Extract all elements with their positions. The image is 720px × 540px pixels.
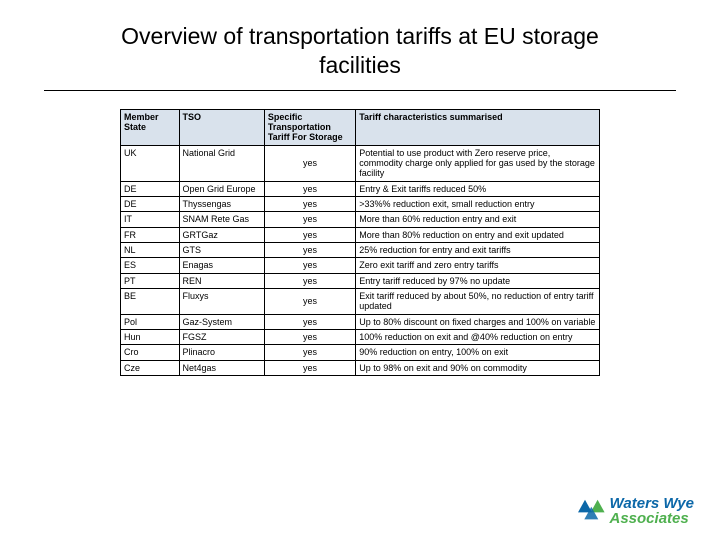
cell-state: BE [121, 288, 180, 314]
cell-state: Cro [121, 345, 180, 360]
cell-state: PT [121, 273, 180, 288]
table-row: DE Thyssengas yes >33%% reduction exit, … [121, 196, 600, 211]
cell-characteristics: Entry & Exit tariffs reduced 50% [356, 181, 600, 196]
cell-state: ES [121, 258, 180, 273]
cell-specific: yes [264, 345, 355, 360]
footer-logo: Waters Wye Associates [578, 496, 695, 526]
logo-text: Waters Wye Associates [610, 496, 695, 526]
cell-state: IT [121, 212, 180, 227]
cell-tso: REN [179, 273, 264, 288]
col-tso: TSO [179, 109, 264, 145]
cell-tso: National Grid [179, 145, 264, 181]
table-row: BE Fluxys yes Exit tariff reduced by abo… [121, 288, 600, 314]
logo-line-2: Associates [610, 511, 695, 526]
cell-specific: yes [264, 196, 355, 211]
tariff-table: Member State TSO Specific Transportation… [120, 109, 600, 377]
cell-characteristics: 90% reduction on entry, 100% on exit [356, 345, 600, 360]
cell-specific: yes [264, 330, 355, 345]
title-line-1: Overview of transportation tariffs at EU… [121, 23, 599, 49]
table-body: UK National Grid yes Potential to use pr… [121, 145, 600, 376]
cell-tso: FGSZ [179, 330, 264, 345]
cell-tso: GRTGaz [179, 227, 264, 242]
cell-characteristics: 25% reduction for entry and exit tariffs [356, 242, 600, 257]
cell-characteristics: Entry tariff reduced by 97% no update [356, 273, 600, 288]
cell-characteristics: More than 80% reduction on entry and exi… [356, 227, 600, 242]
cell-characteristics: Up to 80% discount on fixed charges and … [356, 314, 600, 329]
cell-characteristics: Potential to use product with Zero reser… [356, 145, 600, 181]
cell-tso: GTS [179, 242, 264, 257]
table-row: FR GRTGaz yes More than 80% reduction on… [121, 227, 600, 242]
table-row: DE Open Grid Europe yes Entry & Exit tar… [121, 181, 600, 196]
cell-state: Cze [121, 360, 180, 375]
cell-tso: Thyssengas [179, 196, 264, 211]
cell-state: Hun [121, 330, 180, 345]
cell-specific: yes [264, 288, 355, 314]
cell-tso: Fluxys [179, 288, 264, 314]
cell-state: DE [121, 181, 180, 196]
cell-state: Pol [121, 314, 180, 329]
cell-specific: yes [264, 314, 355, 329]
cell-specific: yes [264, 360, 355, 375]
cell-specific: yes [264, 242, 355, 257]
cell-characteristics: 100% reduction on exit and @40% reductio… [356, 330, 600, 345]
logo-line-1: Waters Wye [610, 496, 695, 511]
cell-characteristics: More than 60% reduction entry and exit [356, 212, 600, 227]
col-specific-tariff: Specific Transportation Tariff For Stora… [264, 109, 355, 145]
page-title: Overview of transportation tariffs at EU… [0, 0, 720, 86]
cell-state: DE [121, 196, 180, 211]
cell-specific: yes [264, 181, 355, 196]
cell-specific: yes [264, 145, 355, 181]
cell-specific: yes [264, 227, 355, 242]
table-row: ES Enagas yes Zero exit tariff and zero … [121, 258, 600, 273]
table-row: PT REN yes Entry tariff reduced by 97% n… [121, 273, 600, 288]
cell-tso: Open Grid Europe [179, 181, 264, 196]
table-row: Pol Gaz-System yes Up to 80% discount on… [121, 314, 600, 329]
cell-characteristics: Up to 98% on exit and 90% on commodity [356, 360, 600, 375]
cell-tso: Net4gas [179, 360, 264, 375]
table-row: IT SNAM Rete Gas yes More than 60% reduc… [121, 212, 600, 227]
cell-tso: SNAM Rete Gas [179, 212, 264, 227]
table-row: Hun FGSZ yes 100% reduction on exit and … [121, 330, 600, 345]
table-row: UK National Grid yes Potential to use pr… [121, 145, 600, 181]
col-characteristics: Tariff characteristics summarised [356, 109, 600, 145]
cell-specific: yes [264, 273, 355, 288]
cell-specific: yes [264, 258, 355, 273]
cell-state: NL [121, 242, 180, 257]
tariff-table-container: Member State TSO Specific Transportation… [120, 109, 600, 377]
cell-tso: Gaz-System [179, 314, 264, 329]
logo-icon [578, 497, 606, 525]
table-row: Cze Net4gas yes Up to 98% on exit and 90… [121, 360, 600, 375]
col-member-state: Member State [121, 109, 180, 145]
title-line-2: facilities [319, 52, 401, 78]
cell-characteristics: >33%% reduction exit, small reduction en… [356, 196, 600, 211]
cell-state: UK [121, 145, 180, 181]
cell-tso: Enagas [179, 258, 264, 273]
table-row: NL GTS yes 25% reduction for entry and e… [121, 242, 600, 257]
cell-characteristics: Exit tariff reduced by about 50%, no red… [356, 288, 600, 314]
cell-characteristics: Zero exit tariff and zero entry tariffs [356, 258, 600, 273]
cell-state: FR [121, 227, 180, 242]
table-row: Cro Plinacro yes 90% reduction on entry,… [121, 345, 600, 360]
table-header-row: Member State TSO Specific Transportation… [121, 109, 600, 145]
cell-specific: yes [264, 212, 355, 227]
title-divider [44, 90, 676, 91]
cell-tso: Plinacro [179, 345, 264, 360]
